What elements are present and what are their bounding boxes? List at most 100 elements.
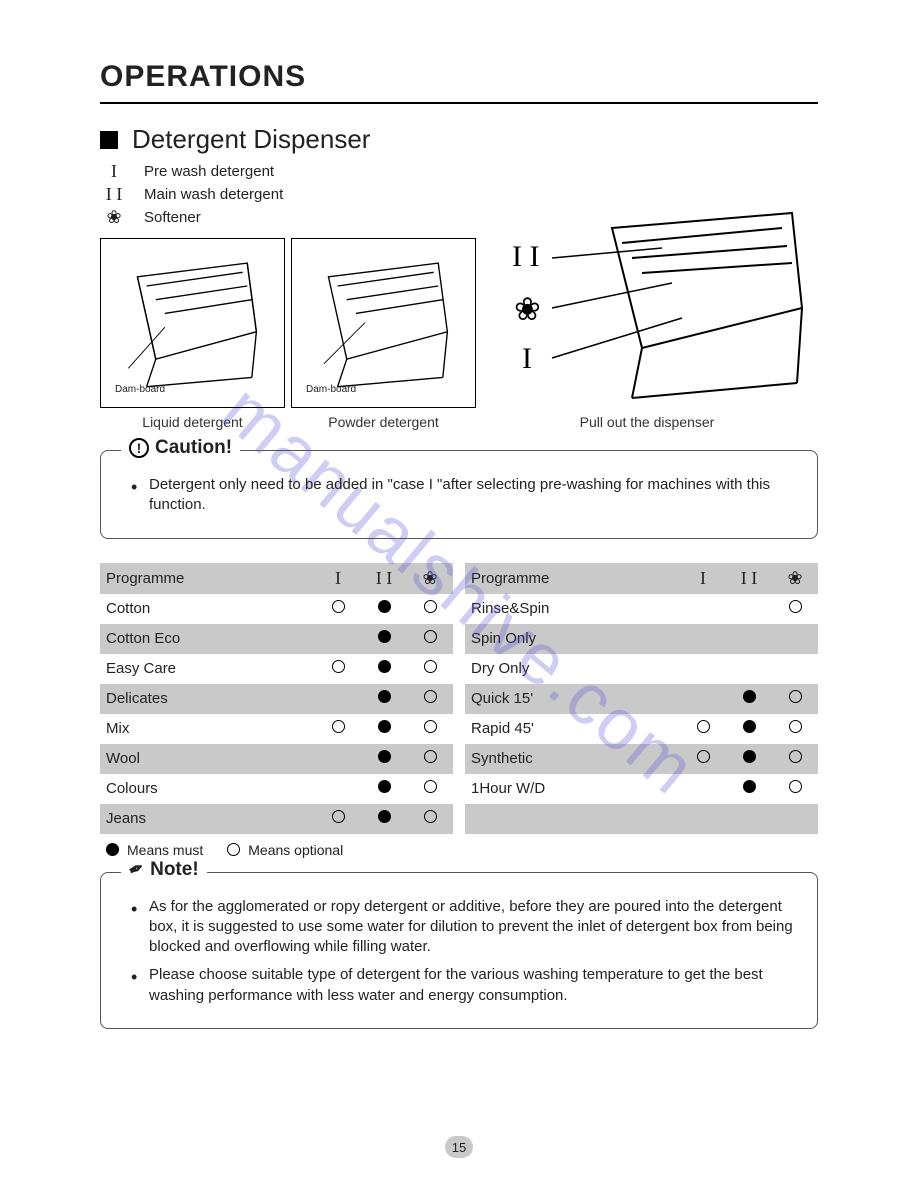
diagram-row: Dam-board Dam-board I I bbox=[100, 238, 818, 408]
svg-text:❀: ❀ bbox=[514, 291, 541, 327]
table-row: Quick 15' bbox=[465, 684, 818, 714]
cell-i bbox=[315, 654, 361, 684]
symbol-two-icon: I I bbox=[102, 184, 126, 205]
programme-name: Jeans bbox=[100, 804, 315, 834]
cell-i bbox=[680, 714, 726, 744]
caution-box: ! Caution! Detergent only need to be add… bbox=[100, 450, 818, 539]
cell-flower bbox=[407, 774, 453, 804]
programme-name: Quick 15' bbox=[465, 684, 680, 714]
page-number: 15 bbox=[445, 1136, 473, 1158]
table-row: Easy Care bbox=[100, 654, 453, 684]
cell-flower bbox=[772, 594, 818, 624]
open-dot-icon bbox=[697, 750, 710, 763]
cell-i bbox=[680, 774, 726, 804]
cell-i bbox=[315, 744, 361, 774]
open-dot-icon bbox=[332, 810, 345, 823]
open-dot-icon bbox=[424, 780, 437, 793]
filled-dot-icon bbox=[378, 690, 391, 703]
open-dot-icon bbox=[424, 630, 437, 643]
table-row: Spin Only bbox=[465, 624, 818, 654]
dispenser-pullout-icon: I I ❀ I bbox=[482, 198, 812, 408]
cell-ii bbox=[361, 744, 407, 774]
dam-board-label: Dam-board bbox=[115, 384, 165, 395]
programme-name: Delicates bbox=[100, 684, 315, 714]
diagram-pullout: I I ❀ I bbox=[482, 198, 812, 408]
col-i-icon: I bbox=[315, 563, 361, 594]
filled-dot-icon bbox=[743, 780, 756, 793]
note-label: ✒ Note! bbox=[121, 859, 207, 881]
cell-flower bbox=[772, 624, 818, 654]
diagram-powder: Dam-board bbox=[291, 238, 476, 408]
open-dot-icon bbox=[332, 660, 345, 673]
diagram-liquid: Dam-board bbox=[100, 238, 285, 408]
cell-ii bbox=[726, 624, 772, 654]
cell-flower bbox=[407, 714, 453, 744]
table-row: Synthetic bbox=[465, 744, 818, 774]
caption-pullout: Pull out the dispenser bbox=[482, 414, 812, 430]
dispenser-drawing-icon bbox=[301, 247, 466, 398]
open-dot-icon bbox=[424, 660, 437, 673]
cell-ii bbox=[726, 684, 772, 714]
cell-ii bbox=[726, 744, 772, 774]
table-row: Wool bbox=[100, 744, 453, 774]
programme-name: Easy Care bbox=[100, 654, 315, 684]
open-dot-icon bbox=[789, 690, 802, 703]
cell-flower bbox=[772, 654, 818, 684]
programme-name: Cotton bbox=[100, 594, 315, 624]
dam-board-label: Dam-board bbox=[306, 384, 356, 395]
cell-flower bbox=[772, 804, 818, 834]
col-flower-icon: ❀ bbox=[772, 563, 818, 594]
page-title: OPERATIONS bbox=[100, 60, 818, 104]
note-title: Note! bbox=[150, 859, 199, 881]
programme-name bbox=[465, 804, 680, 834]
cell-ii bbox=[361, 714, 407, 744]
cell-ii bbox=[726, 594, 772, 624]
col-programme: Programme bbox=[465, 563, 680, 594]
cell-ii bbox=[361, 774, 407, 804]
cell-flower bbox=[772, 774, 818, 804]
cell-i bbox=[680, 654, 726, 684]
cell-ii bbox=[361, 654, 407, 684]
caution-title: Caution! bbox=[155, 437, 232, 459]
open-dot-icon bbox=[424, 750, 437, 763]
programme-name: Spin Only bbox=[465, 624, 680, 654]
cell-flower bbox=[407, 684, 453, 714]
bullet-square-icon bbox=[100, 131, 118, 149]
open-dot-icon bbox=[424, 810, 437, 823]
cell-i bbox=[680, 804, 726, 834]
programme-name: 1Hour W/D bbox=[465, 774, 680, 804]
open-dot-icon bbox=[789, 780, 802, 793]
table-row: Dry Only bbox=[465, 654, 818, 684]
cell-flower bbox=[407, 624, 453, 654]
cell-ii bbox=[361, 684, 407, 714]
open-dot-icon bbox=[424, 720, 437, 733]
symbol-one-icon: I bbox=[102, 161, 126, 182]
programme-name: Cotton Eco bbox=[100, 624, 315, 654]
cell-ii bbox=[361, 594, 407, 624]
cell-i bbox=[315, 684, 361, 714]
cell-i bbox=[315, 624, 361, 654]
programme-name: Mix bbox=[100, 714, 315, 744]
section-header: Detergent Dispenser bbox=[100, 124, 818, 155]
dispenser-drawing-icon bbox=[110, 247, 275, 398]
key-must: Means must bbox=[106, 842, 203, 858]
cell-i bbox=[315, 774, 361, 804]
programme-tables: Programme I I I ❀ CottonCotton EcoEasy C… bbox=[100, 563, 818, 834]
legend-label: Softener bbox=[144, 209, 201, 226]
svg-text:I: I bbox=[522, 342, 532, 375]
cell-ii bbox=[726, 774, 772, 804]
filled-dot-icon bbox=[743, 720, 756, 733]
cell-ii bbox=[726, 804, 772, 834]
open-dot-icon bbox=[332, 720, 345, 733]
open-dot-icon bbox=[424, 690, 437, 703]
caution-text: Detergent only need to be added in "case… bbox=[131, 475, 799, 516]
filled-dot-icon bbox=[743, 690, 756, 703]
programme-name: Dry Only bbox=[465, 654, 680, 684]
cell-flower bbox=[407, 594, 453, 624]
open-dot-icon bbox=[424, 600, 437, 613]
cell-i bbox=[680, 744, 726, 774]
open-dot-icon bbox=[227, 843, 240, 856]
table-row: Rapid 45' bbox=[465, 714, 818, 744]
svg-text:I I: I I bbox=[512, 240, 539, 273]
caution-label: ! Caution! bbox=[121, 437, 240, 459]
